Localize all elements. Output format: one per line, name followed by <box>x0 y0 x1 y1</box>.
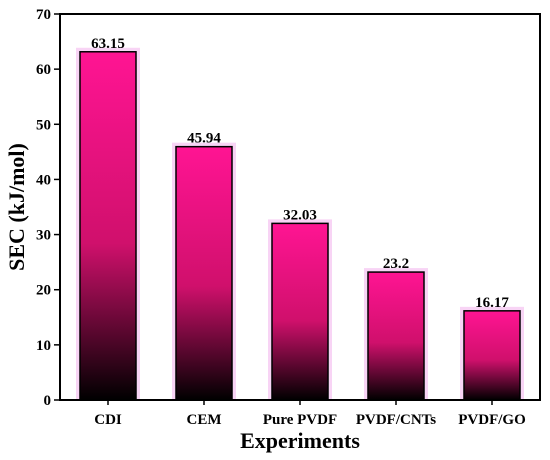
y-axis: 0 10 20 30 40 50 60 70 <box>36 7 60 409</box>
y-tick-label: 40 <box>36 172 51 188</box>
y-tick-label: 50 <box>36 117 51 133</box>
y-tick-label: 70 <box>36 7 51 23</box>
x-axis-title: Experiments <box>240 428 360 453</box>
x-axis: CDI CEM Pure PVDF PVDF/CNTs PVDF/GO <box>94 400 526 428</box>
data-labels-group: 63.15 45.94 32.03 23.2 16.17 <box>91 36 509 311</box>
bar <box>79 51 137 401</box>
x-tick-label: PVDF/CNTs <box>356 412 436 428</box>
bar-value-label: 23.2 <box>383 256 409 272</box>
bar <box>367 271 425 401</box>
bars-group <box>76 47 524 401</box>
bar <box>463 310 521 401</box>
y-axis-title: SEC (kJ/mol) <box>4 143 29 271</box>
bar <box>271 222 329 401</box>
x-tick-label: CEM <box>187 412 222 428</box>
x-tick-label: PVDF/GO <box>458 412 526 428</box>
y-tick-label: 30 <box>36 228 51 244</box>
bar-value-label: 45.94 <box>187 131 221 147</box>
y-tick-label: 10 <box>36 338 51 354</box>
bar-value-label: 16.17 <box>475 295 509 311</box>
x-tick-label: Pure PVDF <box>263 412 337 428</box>
bar-value-label: 32.03 <box>283 207 317 223</box>
y-tick-label: 60 <box>36 62 51 78</box>
bar <box>175 145 233 401</box>
bar-value-label: 63.15 <box>91 36 125 52</box>
x-tick-label: CDI <box>94 412 122 428</box>
y-tick-label: 20 <box>36 283 51 299</box>
y-tick-label: 0 <box>44 393 52 409</box>
